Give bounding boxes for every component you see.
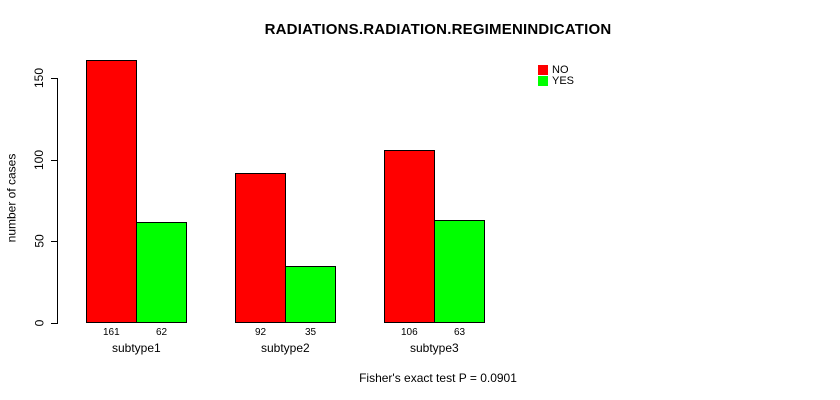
y-axis-tick-label: 50 [32,234,47,248]
bar-value-label: 63 [454,327,466,338]
legend-label-yes: YES [552,75,575,87]
footnote: Fisher's exact test P = 0.0901 [359,371,517,385]
legend-swatch-no [538,65,548,75]
bar-subtype1-yes [136,222,187,323]
y-axis-tick [51,160,57,161]
bar-value-label: 92 [255,327,267,338]
category-label-subtype2: subtype2 [261,341,310,355]
bar-value-label: 161 [103,327,120,338]
chart-title: RADIATIONS.RADIATION.REGIMENINDICATION [264,21,612,38]
bar-value-label: 62 [156,327,168,338]
bar-subtype3-no [384,150,435,323]
category-label-subtype1: subtype1 [112,341,161,355]
bar-value-label: 106 [401,327,418,338]
legend-label-no: NO [552,64,569,76]
y-axis-tick [51,241,57,242]
legend-item-yes: YES [538,75,575,87]
legend-swatch-yes [538,76,548,86]
category-label-subtype3: subtype3 [410,341,459,355]
y-axis-tick [51,78,57,79]
bar-subtype1-no [86,60,137,323]
bar-subtype2-yes [285,266,336,323]
legend: NO YES [538,64,575,87]
bar-subtype2-no [235,173,286,323]
y-axis-tick [51,323,57,324]
y-axis-tick-label: 150 [32,67,47,89]
y-axis-tick-label: 0 [31,319,46,327]
y-axis [57,78,58,324]
bar-value-label: 35 [305,327,317,338]
legend-item-no: NO [538,64,574,76]
bar-subtype3-yes [434,220,485,323]
y-axis-tick-label: 100 [32,149,47,171]
y-axis-label: number of cases [3,153,18,243]
